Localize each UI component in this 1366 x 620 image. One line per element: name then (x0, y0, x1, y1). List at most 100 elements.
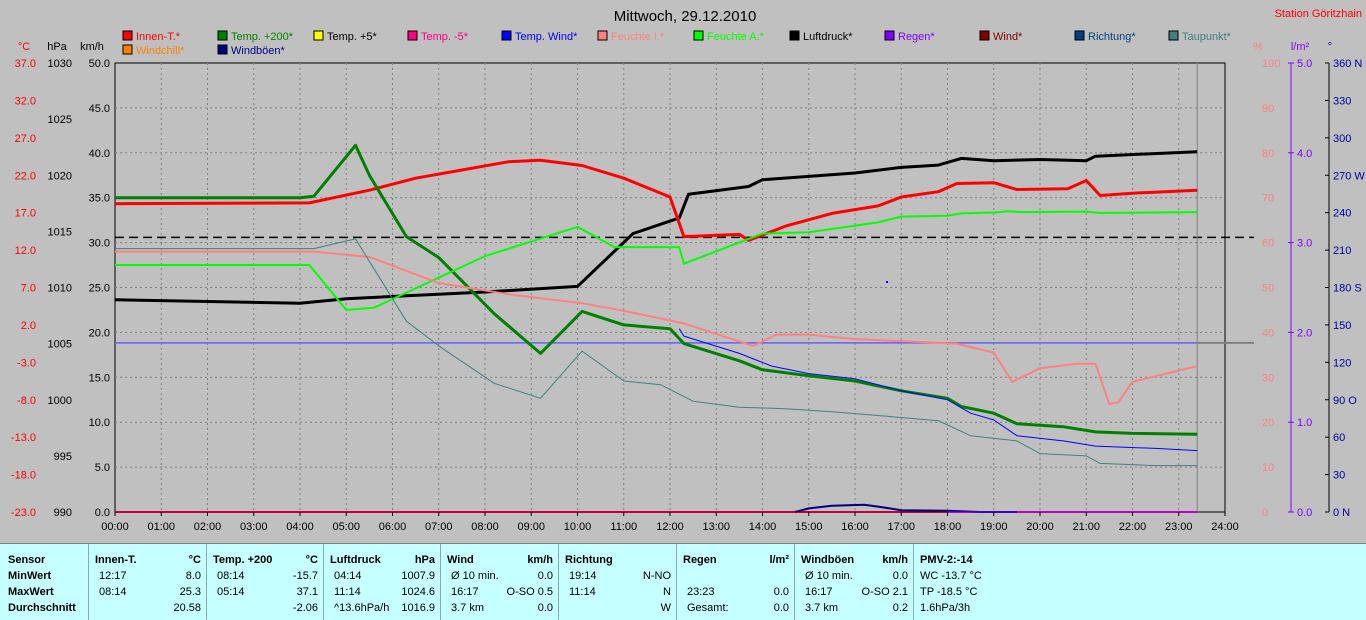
max-value: O-SO 2.1 (861, 586, 908, 598)
hpa-tick-label: 1015 (48, 226, 72, 238)
time-tick-label: 10:00 (564, 521, 592, 533)
legend-label: Feuchte A.* (707, 31, 765, 43)
avg-time: ^13.6hPa/h (334, 602, 390, 614)
markers (886, 281, 888, 283)
unit-celsius: °C (18, 41, 30, 53)
percent-tick-label: 10 (1262, 462, 1274, 474)
percent-tick-label: 0 (1262, 507, 1268, 519)
avg-value: 0.0 (773, 602, 789, 614)
kmh-tick-label: 50.0 (89, 58, 110, 70)
avg-value: W (660, 602, 671, 614)
percent-tick-label: 90 (1262, 103, 1274, 115)
min-time: 19:14 (569, 570, 597, 582)
row-label-avg: Durchschnitt (8, 602, 76, 614)
degree-tick-label: 90 O (1333, 395, 1357, 407)
column-header: Temp. +200 (213, 554, 273, 566)
avg-value: 1016.9 (401, 602, 435, 614)
row-label-min: MinWert (8, 570, 52, 582)
statistics-panel: Sensor MinWert MaxWert Durchschnitt Inne… (0, 543, 1366, 620)
column-header: Regen (683, 554, 717, 566)
column-unit: °C (188, 554, 201, 566)
lm2-tick-label: 5.0 (1297, 58, 1312, 70)
hpa-tick-label: 990 (54, 507, 72, 519)
kmh-tick-label: 5.0 (95, 462, 110, 474)
avg-value: 0.0 (537, 602, 553, 614)
kmh-tick-label: 10.0 (89, 417, 110, 429)
percent-tick-label: 20 (1262, 417, 1274, 429)
column-wind: Wind km/h Ø 10 min. 0.0 16:17 O-SO 0.5 3.7 km 0… (440, 544, 559, 620)
percent-tick-label: 40 (1262, 327, 1274, 339)
lm2-tick-label: 3.0 (1297, 238, 1312, 250)
column-richtung: Richtung 19:14 N-NO 11:14 N W (558, 544, 677, 620)
celsius-tick-label: -23.0 (11, 507, 36, 519)
avg-time: Gesamt: (687, 602, 729, 614)
legend-label: Luftdruck* (803, 31, 853, 43)
legend: Innen-T.* Temp. +200* Temp. +5* Temp. -5* Te… (122, 30, 1232, 57)
celsius-tick-label: 22.0 (15, 170, 36, 182)
legend-swatch (597, 30, 608, 41)
time-tick-label: 24:00 (1211, 521, 1239, 533)
legend-label: Windchill* (136, 45, 185, 57)
hpa-tick-label: 1025 (48, 114, 72, 126)
max-time: 11:14 (334, 586, 361, 598)
percent-tick-label: 60 (1262, 238, 1274, 250)
column-unit: km/h (882, 554, 908, 566)
degree-tick-label: 180 S (1333, 283, 1362, 295)
time-tick-label: 20:00 (1026, 521, 1054, 533)
max-time: 16:17 (805, 586, 833, 598)
series-temp-wind (678, 328, 1198, 452)
time-tick-label: 09:00 (517, 521, 545, 533)
min-value: 8.0 (185, 570, 201, 582)
unit-kmh: km/h (80, 41, 104, 53)
celsius-tick-label: -13.0 (11, 432, 36, 444)
percent-tick-label: 100 (1262, 58, 1280, 70)
column-header: Richtung (565, 554, 613, 566)
avg-value: 0.2 (892, 602, 908, 614)
max-time: 05:14 (217, 586, 245, 598)
kmh-tick-label: 0.0 (95, 507, 110, 519)
min-time: 04:14 (334, 570, 362, 582)
reference-lines (115, 63, 1254, 512)
time-tick-label: 17:00 (887, 521, 915, 533)
avg-value: -2.06 (292, 602, 318, 614)
max-value: 1024.6 (401, 586, 435, 598)
time-tick-label: 12:00 (656, 521, 684, 533)
degree-tick-label: 210 (1333, 245, 1351, 257)
legend-label: Regen* (898, 31, 935, 43)
avg-time: 3.7 km (805, 602, 839, 614)
min-value: 1007.9 (401, 570, 435, 582)
max-value: O-SO 0.5 (506, 586, 553, 598)
celsius-tick-label: 2.0 (21, 320, 36, 332)
celsius-tick-label: -8.0 (17, 395, 36, 407)
lm2-tick-label: 0.0 (1297, 507, 1312, 519)
weather-chart: Mittwoch, 29.12.2010 Station Göritzhain … (11, 8, 1365, 533)
max-time: 11:14 (569, 586, 596, 598)
series-luftdruck (114, 150, 1198, 305)
unit-percent: % (1253, 41, 1263, 53)
legend-label: Richtung* (1088, 31, 1136, 43)
avg-value: 20.58 (173, 602, 201, 614)
legend-label: Innen-T.* (136, 31, 181, 43)
time-tick-label: 22:00 (1119, 521, 1147, 533)
lm2-tick-label: 4.0 (1297, 148, 1312, 160)
min-time: 12:17 (99, 570, 127, 582)
row-label-max: MaxWert (8, 586, 54, 598)
celsius-tick-label: 17.0 (15, 208, 36, 220)
column-innen: Innen-T. °C 12:17 8.0 08:14 25.3 20.58 (88, 544, 207, 620)
time-tick-label: 13:00 (702, 521, 730, 533)
max-time: 08:14 (99, 586, 127, 598)
celsius-tick-label: 12.0 (15, 245, 36, 257)
celsius-tick-label: 27.0 (15, 133, 36, 145)
legend-swatch (313, 30, 324, 41)
grid (115, 63, 1225, 512)
kmh-tick-label: 25.0 (89, 283, 110, 295)
percent-tick-label: 50 (1262, 283, 1274, 295)
degree-tick-label: 120 (1333, 357, 1351, 369)
legend-label: Windböen* (231, 45, 286, 57)
legend-swatch (979, 30, 990, 41)
kmh-tick-label: 15.0 (89, 372, 110, 384)
time-tick-label: 23:00 (1165, 521, 1193, 533)
percent-tick-label: 70 (1262, 193, 1274, 205)
time-tick-label: 14:00 (749, 521, 777, 533)
avg-time: 3.7 km (451, 602, 485, 614)
